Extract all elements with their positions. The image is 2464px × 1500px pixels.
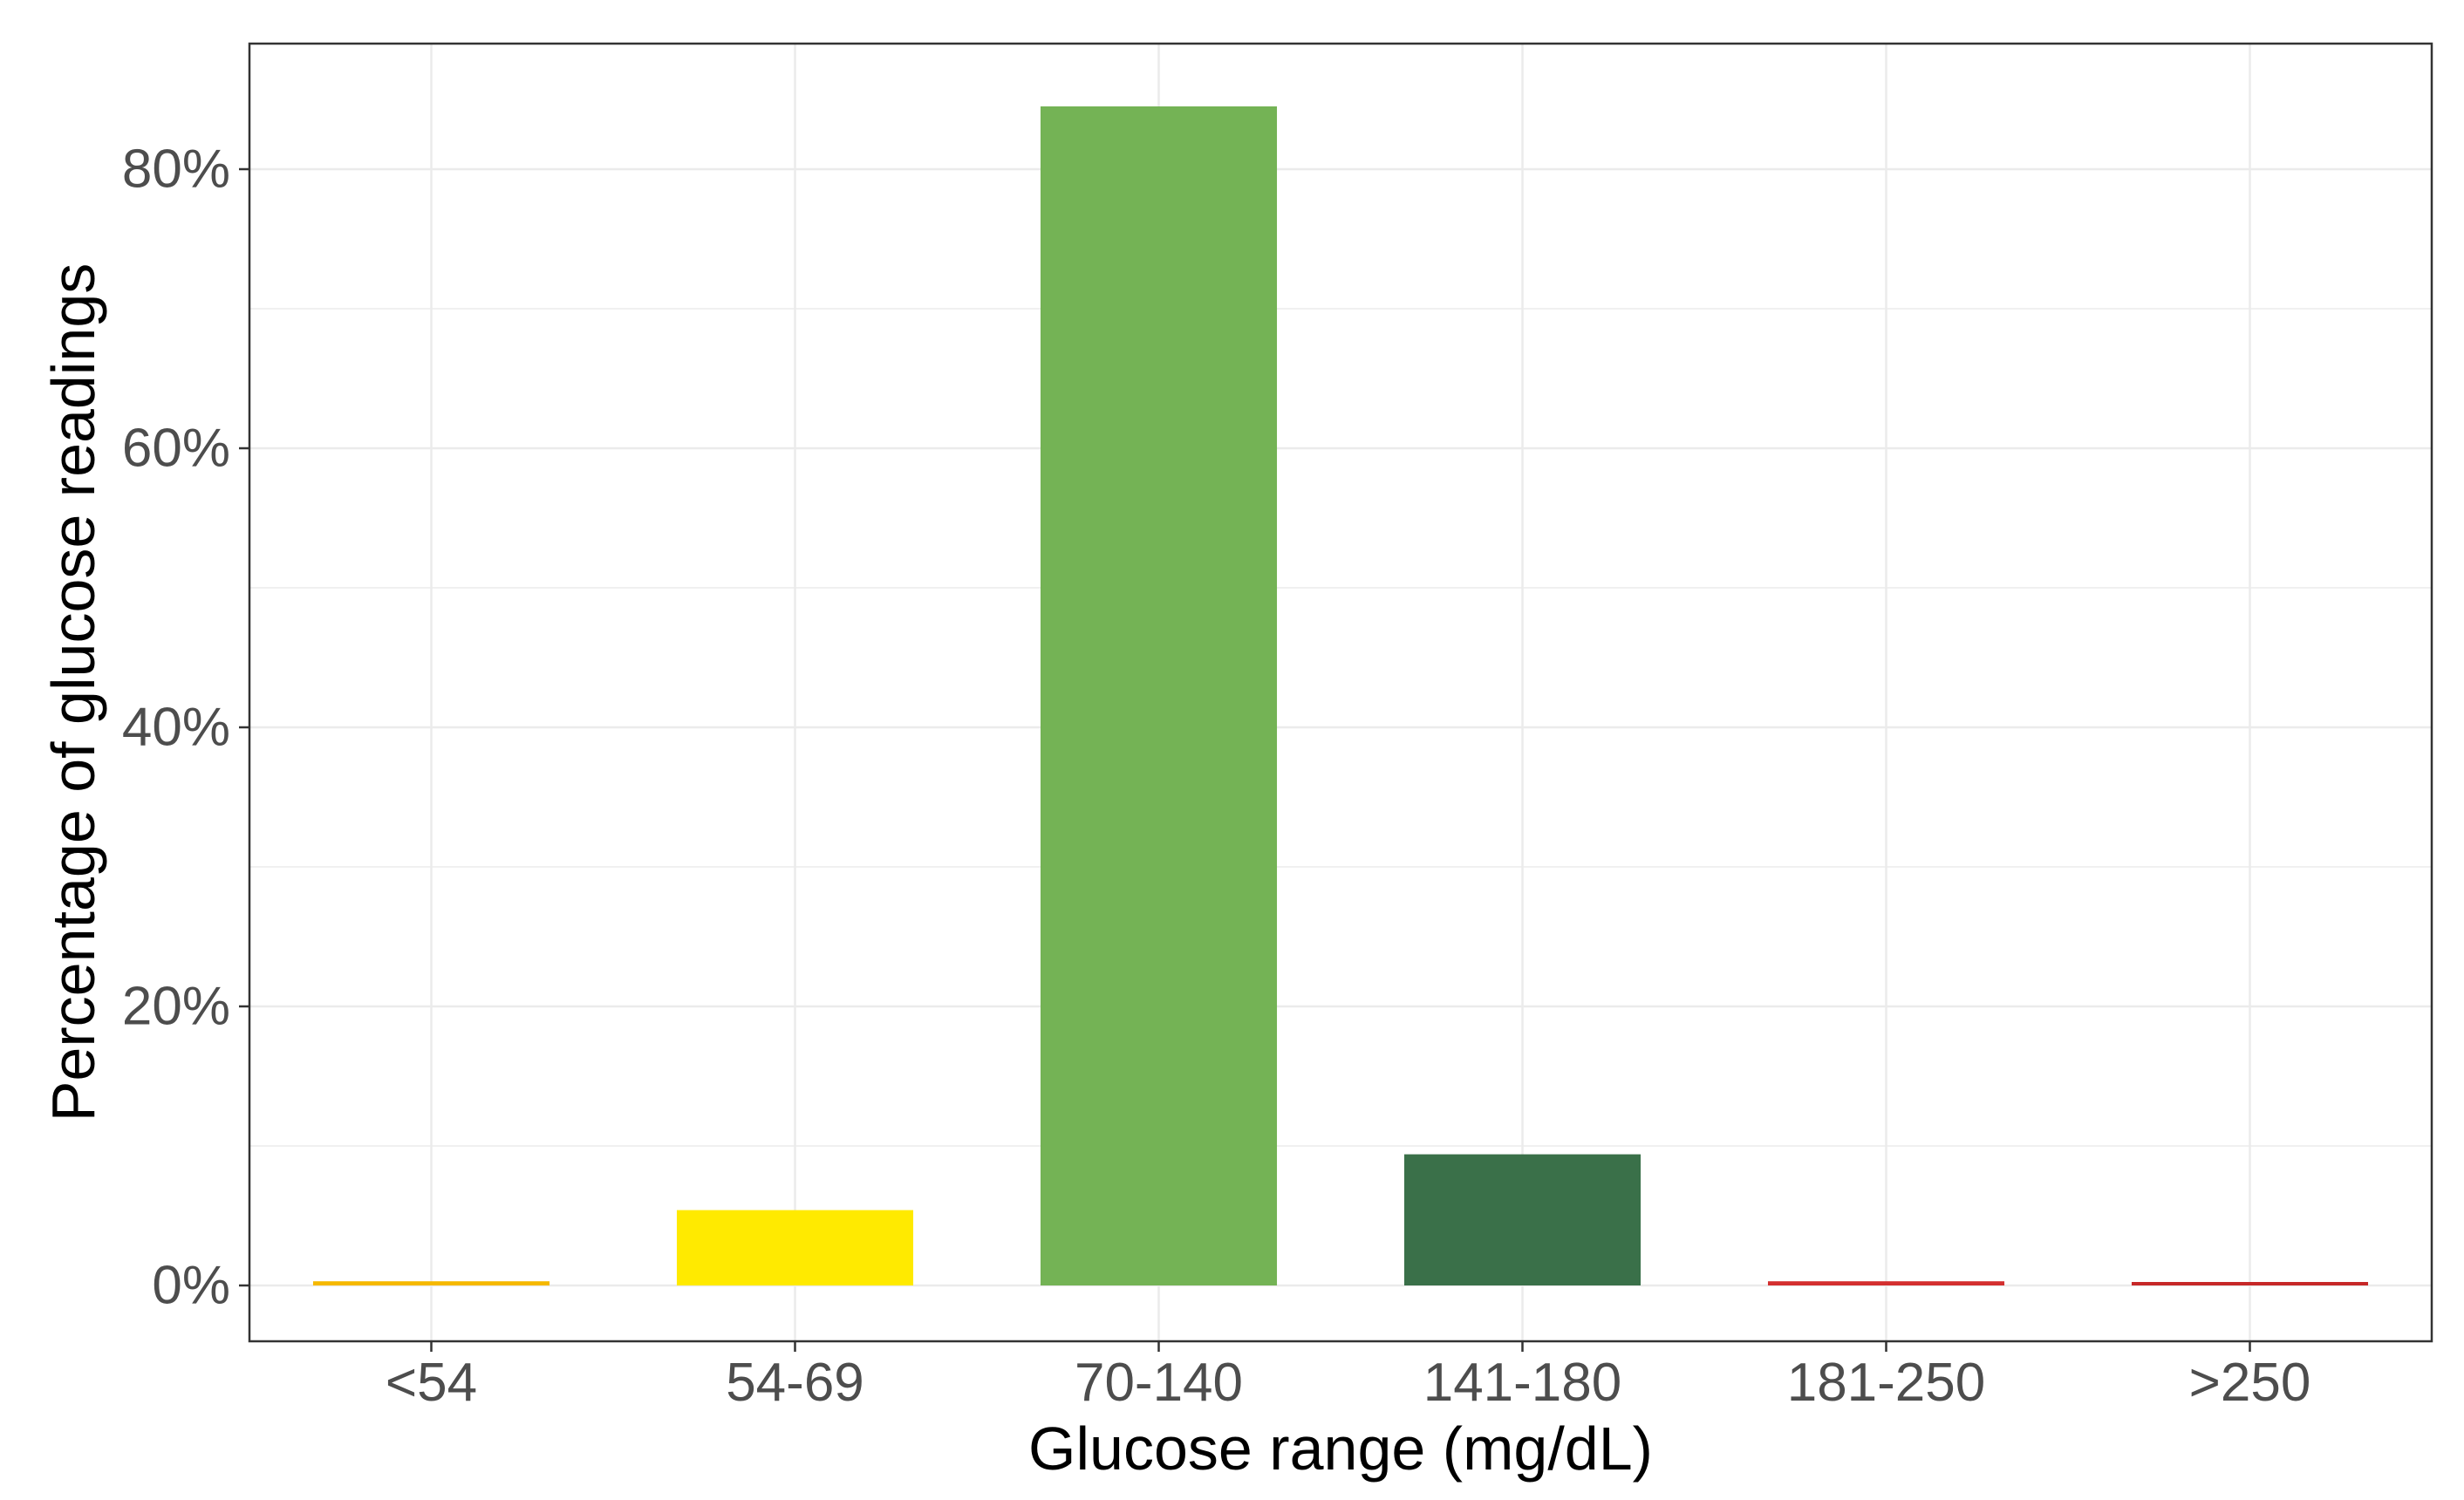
x-tick-label: 141-180	[1423, 1353, 1622, 1413]
y-tick-label: 60%	[122, 419, 230, 479]
y-tick-label: 20%	[122, 977, 230, 1037]
x-tick-label: >250	[2189, 1353, 2311, 1413]
y-tick-label: 80%	[122, 140, 230, 200]
y-axis-title: Percentage of glucose readings	[39, 263, 107, 1122]
bars	[312, 106, 2369, 1285]
bar-6	[2131, 1282, 2369, 1285]
x-tick-label: <54	[386, 1353, 477, 1413]
x-tick-label: 54-69	[726, 1353, 864, 1413]
bar-2	[676, 1210, 914, 1285]
x-axis: <54 54-69 70-140 141-180 181-250 >250	[386, 1341, 2310, 1413]
x-tick-label: 70-140	[1075, 1353, 1243, 1413]
y-tick-label: 0%	[152, 1256, 230, 1316]
bar-1	[312, 1281, 550, 1285]
y-axis: 0% 20% 40% 60% 80%	[122, 140, 249, 1316]
bar-4	[1403, 1154, 1642, 1285]
y-tick-label: 40%	[122, 698, 230, 758]
bar-5	[1767, 1281, 2005, 1285]
bar-3	[1040, 106, 1278, 1285]
x-tick-label: 181-250	[1787, 1353, 1986, 1413]
plot-panel-border	[248, 42, 2433, 1343]
gridlines	[249, 44, 2432, 1341]
x-axis-title: Glucose range (mg/dL)	[1028, 1415, 1653, 1483]
